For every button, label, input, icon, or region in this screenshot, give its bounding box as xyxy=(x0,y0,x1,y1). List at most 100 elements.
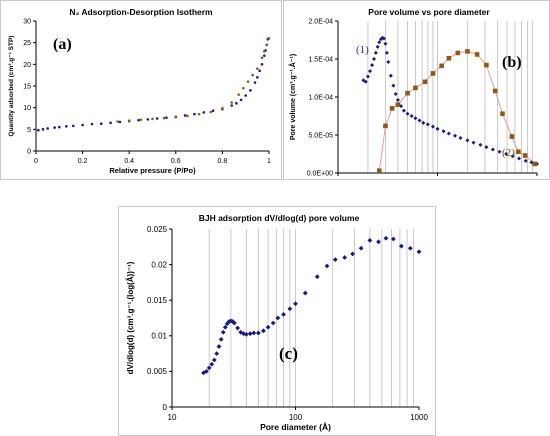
y-tick-label: 5.0E-05 xyxy=(308,132,333,139)
adsorption-point xyxy=(46,127,49,130)
y-tick-label: 0.02 xyxy=(151,260,167,269)
chart-panel-c: BJH adsorption dV/dlog(d) pore volume 0 0.… xyxy=(118,206,436,436)
bjh-point xyxy=(211,357,217,363)
bjh-point xyxy=(332,257,338,263)
adsorption-point xyxy=(230,104,234,107)
series-1-point xyxy=(465,138,470,143)
adsorption-point xyxy=(258,69,261,73)
adsorption-point xyxy=(64,125,68,128)
bjh-point xyxy=(407,245,413,251)
desorption-point xyxy=(265,43,268,47)
series-1-annotation: (1) xyxy=(356,44,369,56)
bjh-point xyxy=(293,301,298,307)
desorption-point xyxy=(256,67,259,70)
series-1-point xyxy=(453,133,458,138)
series-1-point xyxy=(417,118,422,123)
desorption-point xyxy=(116,120,119,123)
adsorption-point xyxy=(165,116,168,119)
series-1-point xyxy=(458,136,463,141)
adsorption-point xyxy=(183,114,187,117)
series-1-point xyxy=(430,124,435,129)
series-2-point xyxy=(484,62,489,68)
adsorption-point xyxy=(211,109,215,112)
y-tick-label: 20 xyxy=(23,62,31,69)
isotherm-chart: N₂ Adsorption-Desorption Isotherm0510152… xyxy=(8,7,271,175)
desorption-point xyxy=(246,80,250,83)
series-1-point xyxy=(478,142,483,147)
bjh-point xyxy=(416,249,422,255)
series-2-point xyxy=(439,63,444,69)
series-1-point xyxy=(401,108,406,113)
desorption-point xyxy=(209,110,213,114)
adsorption-point xyxy=(193,112,196,116)
series-2-point xyxy=(522,153,528,158)
series-1-point xyxy=(363,79,368,84)
series-1-point xyxy=(405,111,410,116)
series-1-point xyxy=(504,152,509,156)
y-tick-label: 0 xyxy=(27,148,31,155)
adsorption-point xyxy=(41,128,45,131)
series-1-point xyxy=(391,83,396,88)
series-2-point xyxy=(465,49,470,54)
bjh-point xyxy=(376,239,381,245)
bjh-point xyxy=(281,312,286,317)
series-1-point xyxy=(425,122,430,127)
bjh-point xyxy=(314,274,320,280)
x-axis-label: Pore diameter (Å) xyxy=(260,422,331,432)
series-1-point xyxy=(382,36,387,41)
desorption-point xyxy=(237,93,241,96)
bjh-point xyxy=(235,325,241,331)
bjh-point xyxy=(224,321,230,327)
series-2-point xyxy=(413,85,418,91)
adsorption-point xyxy=(81,123,84,127)
adsorption-point xyxy=(202,111,206,114)
y-tick-label: 0.01 xyxy=(151,332,167,341)
chart-title: Pore volume vs pore diameter xyxy=(368,7,490,17)
series-1-point xyxy=(523,158,528,163)
x-tick-label: 0 xyxy=(34,158,38,165)
series-1-point xyxy=(377,40,382,45)
series-1-point xyxy=(383,41,388,46)
x-tick-label: 0.8 xyxy=(218,158,228,165)
adsorption-point xyxy=(99,122,103,125)
series-2-point xyxy=(430,71,436,76)
x-tick-label: 1 xyxy=(267,158,271,165)
series-1-point xyxy=(435,126,440,131)
series-1-point xyxy=(529,160,534,165)
series-1-point xyxy=(517,156,522,161)
adsorption-point xyxy=(253,81,257,84)
chart-title: N₂ Adsorption-Desorption Isotherm xyxy=(69,7,213,17)
bjh-point xyxy=(243,331,249,337)
y-axis-label: dV/dlog(d) (cm³.g⁻¹.(log(Å))⁻¹) xyxy=(126,261,135,374)
series-2-point xyxy=(389,106,395,111)
bjh-point xyxy=(251,330,257,336)
desorption-point xyxy=(263,50,266,53)
bjh-point xyxy=(214,351,220,356)
desorption-point xyxy=(139,118,143,122)
desorption-point xyxy=(174,115,178,119)
x-tick-label: 0.2 xyxy=(78,158,88,165)
y-tick-label: 30 xyxy=(23,18,31,25)
series-1-point xyxy=(441,129,446,134)
series-2-point xyxy=(474,52,480,57)
bjh-point xyxy=(265,324,271,330)
series-1-point xyxy=(368,69,373,74)
bjh-point xyxy=(358,245,364,251)
series-2-point xyxy=(516,149,521,155)
series-1-point xyxy=(484,145,489,150)
series-2-point xyxy=(492,88,498,94)
adsorption-point xyxy=(37,128,40,132)
series-1-point xyxy=(370,63,375,68)
x-tick-label: 0.6 xyxy=(171,158,181,165)
y-tick-label: 1.5E-04 xyxy=(308,56,333,63)
y-tick-label: 1.0E-04 xyxy=(308,94,333,101)
panel-label: (c) xyxy=(279,344,298,363)
y-tick-label: 25 xyxy=(23,40,31,47)
series-2-point xyxy=(532,161,538,167)
series-2-point xyxy=(422,79,428,85)
series-1-point xyxy=(471,140,476,145)
desorption-point xyxy=(197,112,201,116)
chart-title: BJH adsorption dV/dlog(d) pore volume xyxy=(199,213,360,223)
bjh-point xyxy=(270,320,276,326)
y-tick-label: 5 xyxy=(27,127,31,134)
